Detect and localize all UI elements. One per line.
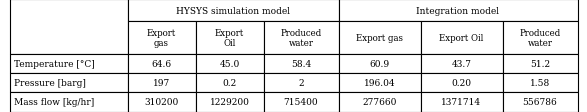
Text: 1371714: 1371714 (441, 98, 481, 107)
Bar (339, 22, 420, 55)
Text: 0.2: 0.2 (222, 78, 237, 87)
Text: 45.0: 45.0 (220, 59, 239, 68)
Bar (9, 73, 127, 92)
Bar (420, 22, 502, 55)
Bar (195, 22, 264, 55)
Text: 715400: 715400 (284, 98, 318, 107)
Text: 196.04: 196.04 (364, 78, 395, 87)
Bar (502, 55, 578, 73)
Text: Produced
water: Produced water (281, 29, 322, 48)
Bar (339, 0, 578, 22)
Text: 43.7: 43.7 (451, 59, 471, 68)
Text: 1.58: 1.58 (530, 78, 550, 87)
Text: 51.2: 51.2 (530, 59, 550, 68)
Bar (502, 22, 578, 55)
Bar (420, 92, 502, 112)
Bar (420, 73, 502, 92)
Text: 1229200: 1229200 (210, 98, 249, 107)
Bar (195, 55, 264, 73)
Bar (127, 55, 195, 73)
Text: 64.6: 64.6 (151, 59, 171, 68)
Bar (9, 0, 127, 55)
Text: Temperature [°C]: Temperature [°C] (14, 59, 95, 68)
Bar (420, 55, 502, 73)
Text: Produced
water: Produced water (519, 29, 561, 48)
Text: 310200: 310200 (144, 98, 178, 107)
Bar (339, 92, 420, 112)
Bar (339, 73, 420, 92)
Bar (264, 73, 339, 92)
Bar (127, 0, 339, 22)
Bar (264, 92, 339, 112)
Bar (339, 55, 420, 73)
Text: Export gas: Export gas (356, 34, 403, 43)
Text: 197: 197 (153, 78, 170, 87)
Bar (195, 92, 264, 112)
Bar (264, 22, 339, 55)
Text: 277660: 277660 (362, 98, 397, 107)
Text: Export
gas: Export gas (147, 29, 176, 48)
Text: Export Oil: Export Oil (439, 34, 484, 43)
Bar (502, 73, 578, 92)
Bar (9, 92, 127, 112)
Bar (502, 92, 578, 112)
Text: Mass flow [kg/hr]: Mass flow [kg/hr] (14, 98, 94, 107)
Bar (195, 73, 264, 92)
Text: 0.20: 0.20 (451, 78, 471, 87)
Bar (127, 22, 195, 55)
Bar (127, 73, 195, 92)
Bar (9, 55, 127, 73)
Text: 2: 2 (298, 78, 304, 87)
Text: Integration model: Integration model (417, 6, 500, 15)
Text: HYSYS simulation model: HYSYS simulation model (176, 6, 290, 15)
Text: 58.4: 58.4 (291, 59, 311, 68)
Text: 60.9: 60.9 (369, 59, 390, 68)
Text: Export
Oil: Export Oil (215, 29, 244, 48)
Text: Pressure [barg]: Pressure [barg] (14, 78, 85, 87)
Text: 556786: 556786 (522, 98, 558, 107)
Bar (127, 92, 195, 112)
Bar (264, 55, 339, 73)
